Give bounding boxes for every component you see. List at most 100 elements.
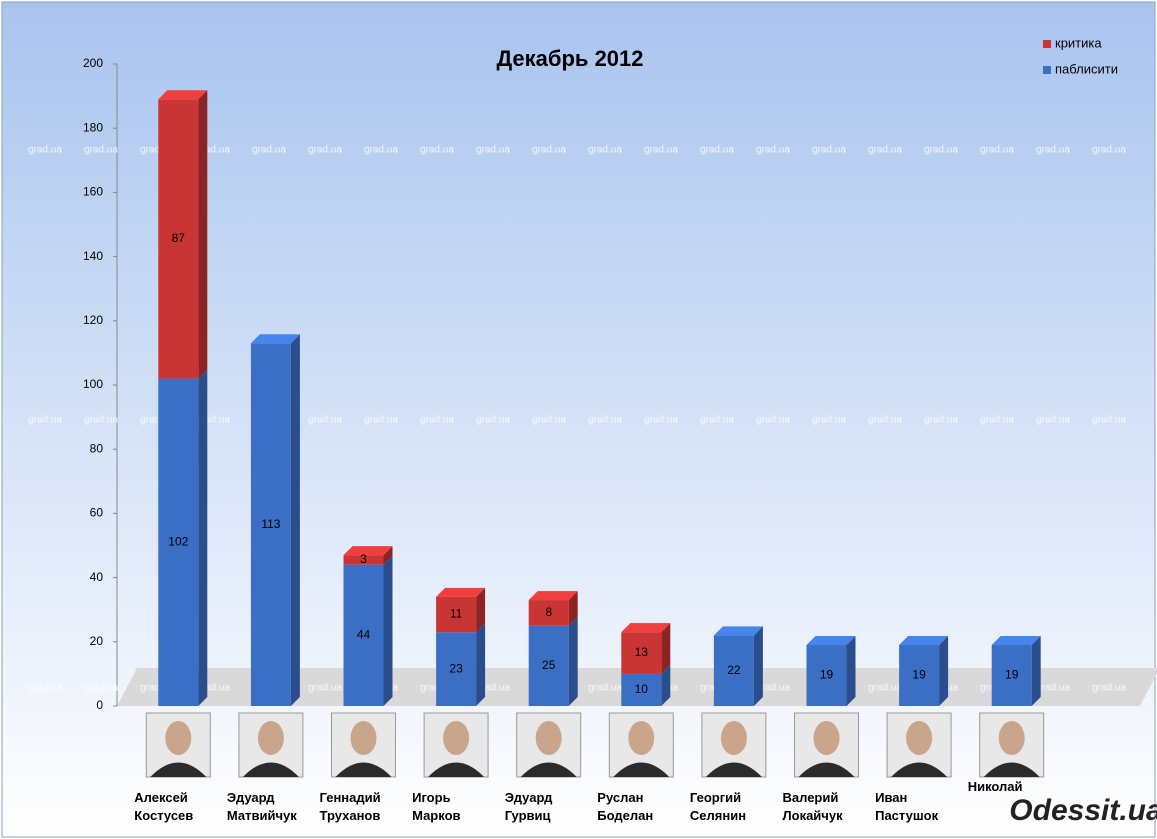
bar-side: [476, 623, 486, 706]
watermark: grad.ua: [588, 415, 622, 426]
watermark: grad.ua: [756, 683, 790, 694]
y-tick-label: 200: [83, 56, 103, 70]
bar-side: [198, 369, 208, 706]
bar-top: [899, 636, 949, 646]
bar-side: [290, 334, 300, 706]
y-tick-label: 20: [90, 634, 104, 648]
bar-top: [250, 334, 300, 344]
watermark: grad.ua: [140, 683, 174, 694]
watermark: grad.ua: [28, 683, 62, 694]
value-label: 3: [360, 552, 367, 566]
photo-body: [798, 762, 855, 777]
watermark: grad.ua: [868, 145, 902, 156]
bar-segment: [158, 99, 199, 379]
photo-body: [428, 762, 485, 777]
watermark: grad.ua: [140, 415, 174, 426]
watermark: grad.ua: [476, 145, 510, 156]
watermark: grad.ua: [1036, 415, 1070, 426]
watermark: grad.ua: [476, 683, 510, 694]
photo-face: [257, 721, 284, 755]
bar-side: [198, 90, 208, 379]
bar-segment: [899, 645, 940, 706]
watermark: grad.ua: [364, 145, 398, 156]
watermark: grad.ua: [84, 683, 118, 694]
watermark: grad.ua: [588, 683, 622, 694]
bar-side: [383, 546, 393, 565]
watermark: grad.ua: [756, 415, 790, 426]
legend-swatch: [1043, 66, 1051, 74]
bar-segment: [436, 596, 477, 633]
photo-body: [705, 762, 762, 777]
value-label: 44: [357, 628, 371, 642]
photo-face: [165, 721, 192, 755]
bar-side: [568, 591, 578, 626]
photo-body: [335, 762, 392, 777]
value-label: 19: [912, 668, 926, 682]
y-tick-label: 0: [96, 698, 103, 712]
watermark: grad.ua: [420, 145, 454, 156]
value-label: 23: [449, 661, 463, 675]
value-label: 11: [450, 607, 463, 621]
y-tick-label: 100: [83, 377, 103, 391]
watermark: grad.ua: [28, 145, 62, 156]
value-label: 19: [1005, 668, 1019, 682]
bar-segment: [528, 625, 569, 706]
x-tick-label: Иван Пастушок: [875, 790, 939, 823]
photo-face: [906, 721, 933, 755]
bar-segment: [713, 635, 754, 706]
bar-top: [713, 626, 763, 636]
bar-side: [476, 587, 486, 633]
bar-segment: [621, 632, 662, 674]
bar-top: [436, 587, 486, 597]
x-tick-label: Руслан Боделан: [597, 790, 654, 823]
bar-side: [568, 616, 578, 706]
watermark: grad.ua: [196, 145, 230, 156]
x-tick-label: Николай: [967, 779, 1023, 794]
watermark: grad.ua: [1092, 145, 1126, 156]
photo-face: [720, 721, 747, 755]
photo-face: [998, 721, 1025, 755]
value-label: 13: [635, 645, 649, 659]
watermark: grad.ua: [308, 683, 342, 694]
watermark: grad.ua: [476, 415, 510, 426]
bar-side: [383, 555, 393, 706]
bar-top: [158, 90, 208, 100]
watermark: grad.ua: [196, 415, 230, 426]
y-tick-label: 160: [83, 185, 103, 199]
bar-segment: [621, 673, 662, 706]
photo-body: [520, 762, 577, 777]
bar-segment: [806, 645, 847, 706]
bar-segment: [158, 378, 199, 706]
watermark: grad.ua: [700, 415, 734, 426]
photo-face: [628, 721, 655, 755]
photo-face: [443, 721, 470, 755]
bar-segment: [436, 632, 477, 706]
watermark: grad.ua: [868, 683, 902, 694]
watermark: grad.ua: [980, 145, 1014, 156]
watermark: grad.ua: [196, 683, 230, 694]
watermark: grad.ua: [924, 415, 958, 426]
watermark: grad.ua: [140, 145, 174, 156]
bar-side: [846, 636, 856, 706]
y-tick-label: 140: [83, 249, 103, 263]
bar-top: [991, 636, 1041, 646]
watermark: grad.ua: [84, 145, 118, 156]
photo-face: [350, 721, 377, 755]
y-tick-label: 80: [90, 441, 104, 455]
legend-label: паблисити: [1055, 61, 1118, 76]
bar-segment: [343, 555, 384, 565]
x-tick-label: Эдуард Матвийчук: [226, 790, 297, 823]
watermark: grad.ua: [812, 415, 846, 426]
y-tick-label: 40: [90, 570, 104, 584]
watermark: grad.ua: [252, 145, 286, 156]
photo-face: [535, 721, 562, 755]
x-tick-label: Эдуард Гурвиц: [504, 790, 553, 823]
x-tick-label: Геннадий Труханов: [319, 790, 381, 823]
watermark: grad.ua: [812, 145, 846, 156]
watermark: grad.ua: [532, 415, 566, 426]
value-label: 22: [727, 663, 741, 677]
x-tick-label: Алексей Костусев: [134, 790, 194, 823]
watermark: grad.ua: [644, 145, 678, 156]
x-tick-label: Валерий Локайчук: [782, 790, 843, 823]
